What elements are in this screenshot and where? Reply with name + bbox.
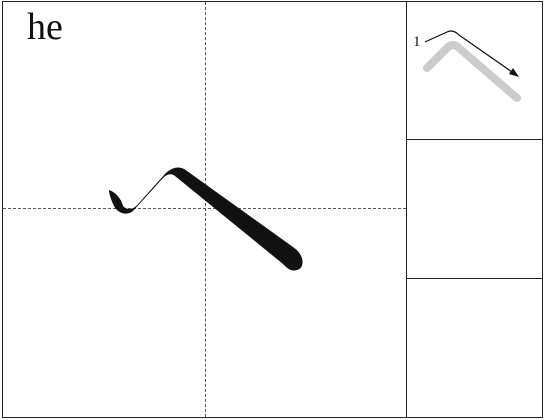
- stroke-order-column: 1: [406, 1, 543, 418]
- stroke-number: 1: [413, 34, 421, 50]
- stroke-order-cell-2: [407, 140, 542, 279]
- stroke-order-cell-1: 1: [407, 2, 542, 140]
- stroke-order-cell-3: [407, 279, 542, 417]
- stroke-order-diagram: [423, 30, 521, 102]
- main-writing-cell: he: [2, 1, 407, 418]
- character-stroke: [109, 167, 303, 271]
- horizontal-guide-line: [3, 208, 406, 209]
- arrow-head-icon: [509, 68, 519, 77]
- pinyin-label: he: [27, 6, 63, 48]
- vertical-guide-line: [205, 2, 206, 417]
